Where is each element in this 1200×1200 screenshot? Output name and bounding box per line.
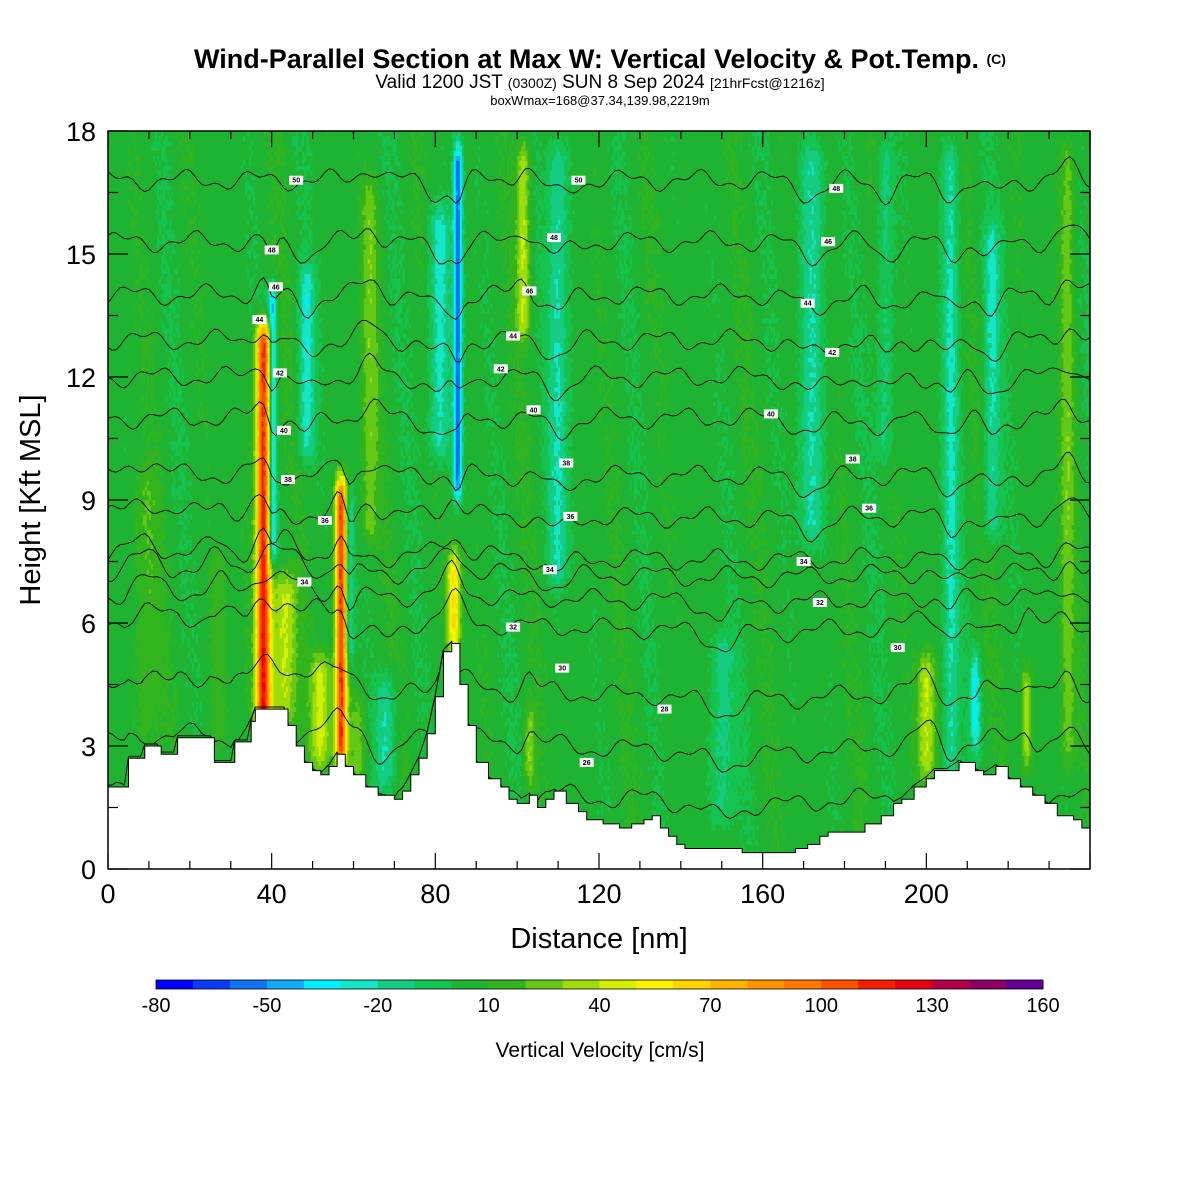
cross-section-chart: 2628303232343436384042444648505048464442… xyxy=(0,0,1200,1200)
